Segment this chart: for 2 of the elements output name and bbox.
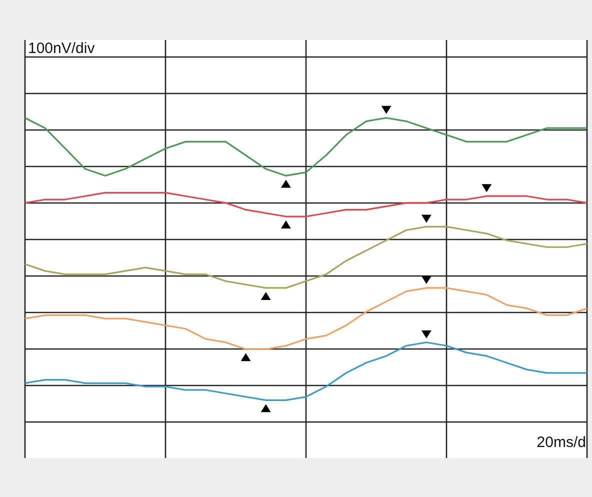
annotation: 20ms/d	[536, 434, 586, 451]
text: 100nV/div	[28, 40, 95, 57]
